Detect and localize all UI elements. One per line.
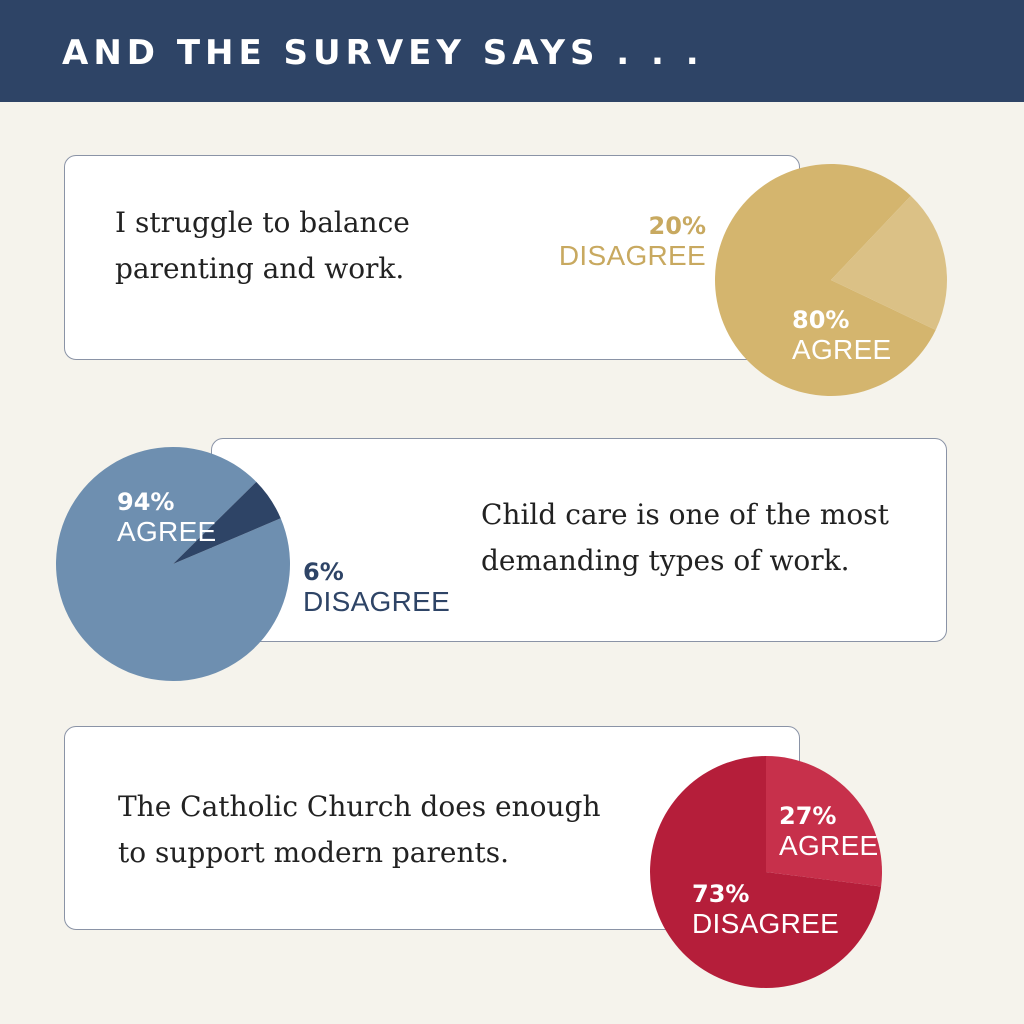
agree-word: AGREE: [792, 334, 892, 365]
pie-chart-3: [650, 756, 883, 988]
statement-line: to support modern parents.: [118, 836, 510, 869]
agree-percent: 80%: [792, 306, 850, 334]
disagree-percent: 6%: [303, 558, 344, 586]
disagree-word: DISAGREE: [692, 908, 840, 939]
pie-chart-2: [56, 447, 291, 682]
pie-slice-agree: [766, 756, 883, 887]
statement-line: parenting and work.: [115, 252, 405, 285]
pie-slice-agree: [714, 164, 936, 397]
slice-label-agree: 80% AGREE: [792, 308, 892, 364]
survey-card-1: [64, 155, 800, 360]
statement-line: The Catholic Church does enough: [118, 790, 601, 823]
statement-line: Child care is one of the most: [481, 498, 889, 531]
disagree-word: DISAGREE: [558, 240, 706, 271]
disagree-percent: 73%: [692, 880, 750, 908]
agree-word: AGREE: [779, 830, 879, 861]
disagree-percent: 20%: [648, 212, 706, 240]
slice-label-agree: 94% AGREE: [117, 490, 217, 546]
statement-line: demanding types of work.: [481, 544, 850, 577]
survey-statement-2: Child care is one of the most demanding …: [481, 492, 889, 584]
pie-slice-disagree: [173, 481, 281, 564]
pie-slice-agree: [56, 447, 291, 682]
slice-label-disagree: 73% DISAGREE: [692, 882, 839, 938]
agree-word: AGREE: [117, 516, 217, 547]
pie-slice-disagree: [650, 756, 882, 988]
pie-chart-1: [714, 164, 947, 397]
pie-slice-disagree: [831, 195, 947, 330]
slice-label-disagree: 20% DISAGREE: [559, 214, 706, 270]
survey-statement-1: I struggle to balance parenting and work…: [115, 200, 410, 292]
agree-percent: 94%: [117, 488, 175, 516]
slice-label-agree: 27% AGREE: [779, 804, 879, 860]
survey-statement-3: The Catholic Church does enough to suppo…: [118, 784, 601, 876]
slice-label-disagree: 6% DISAGREE: [303, 560, 450, 616]
agree-percent: 27%: [779, 802, 837, 830]
header-bar: AND THE SURVEY SAYS . . .: [0, 0, 1024, 102]
disagree-word: DISAGREE: [303, 586, 451, 617]
page-title: AND THE SURVEY SAYS . . .: [62, 33, 704, 73]
statement-line: I struggle to balance: [115, 206, 410, 239]
